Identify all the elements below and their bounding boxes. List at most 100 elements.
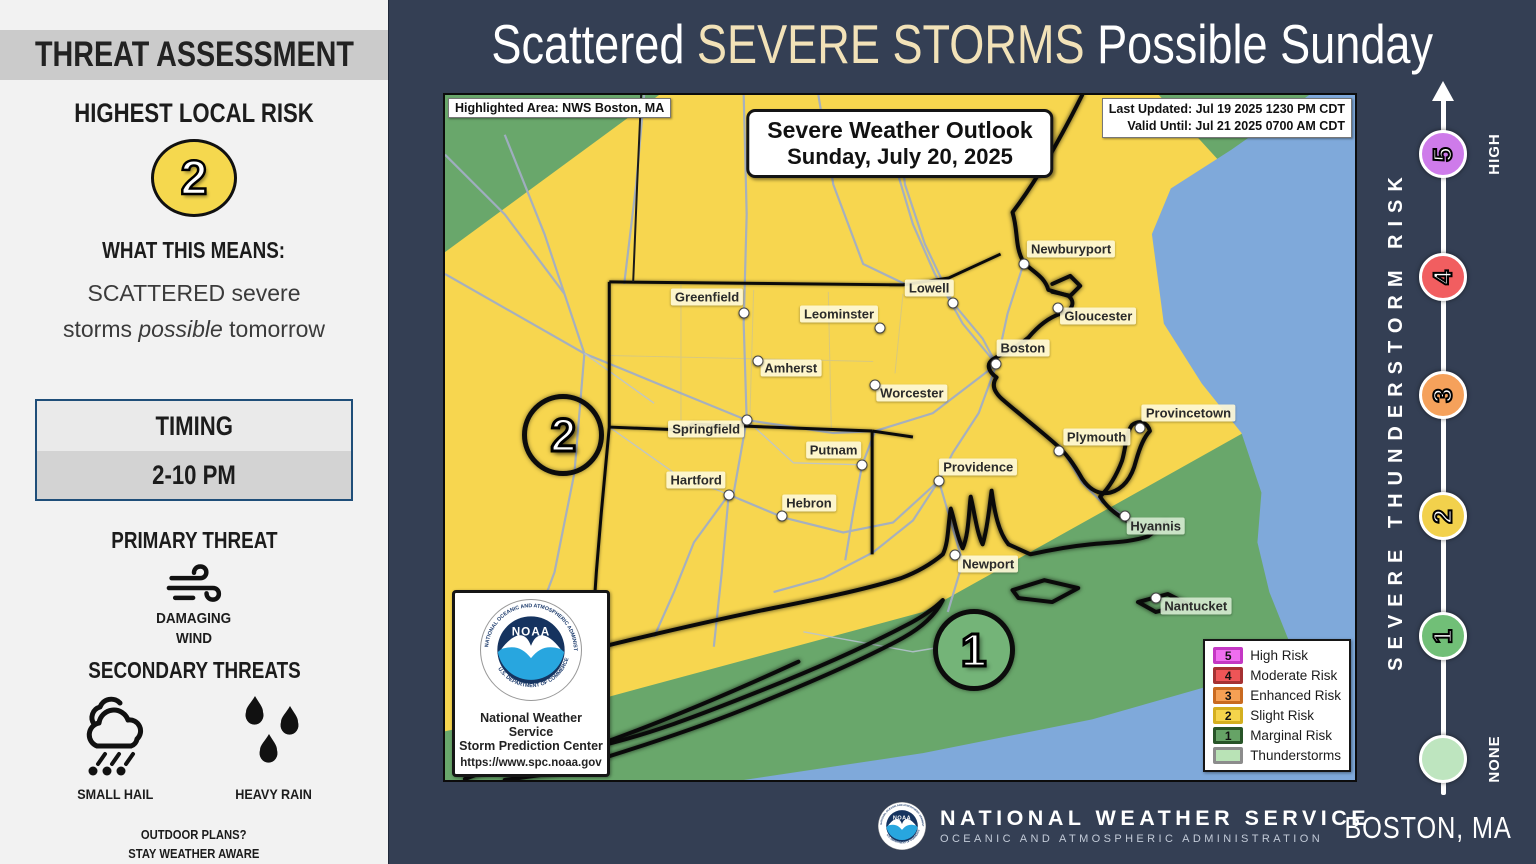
legend-swatch <box>1213 747 1244 764</box>
risk-scale-sidebar: SEVERE THUNDERSTORM RISK 5 HIGH 4 3 2 1 NONE <box>1356 81 1536 815</box>
heavy-rain-label: HEAVY RAIN <box>234 786 312 803</box>
secondary-threats-title: SECONDARY THREATS <box>87 657 301 684</box>
scale-level-value: 3 <box>1427 387 1459 403</box>
legend-swatch: 5 <box>1213 647 1244 664</box>
roads <box>445 95 1126 653</box>
city-dot <box>1052 302 1064 314</box>
outlook-title-box: Severe Weather Outlook Sunday, July 20, … <box>746 109 1054 178</box>
outlook-date: Sunday, July 20, 2025 <box>787 144 1013 169</box>
outlook-title: Severe Weather Outlook <box>767 117 1033 143</box>
legend-row: 3 Enhanced Risk <box>1213 687 1341 704</box>
scale-level-value: 1 <box>1427 628 1459 644</box>
city-label: Leominster <box>799 305 879 323</box>
primary-threat-title: PRIMARY THREAT <box>110 527 278 554</box>
scale-line <box>1440 99 1446 795</box>
city-label: Plymouth <box>1062 428 1131 446</box>
rain-drops-icon <box>245 696 299 764</box>
secondary-threat-rain: HEAVY RAIN <box>231 694 316 802</box>
risk-scale-title: SEVERE THUNDERSTORM RISK <box>1385 169 1407 671</box>
scale-level-none <box>1419 735 1467 783</box>
primary-threat-label: DAMAGING WIND <box>156 609 232 648</box>
city-dot <box>1018 258 1030 270</box>
what-this-means-text: SCATTERED severe storms possible tomorro… <box>62 279 326 342</box>
city-dot <box>723 489 735 501</box>
timing-value: 2-10 PM <box>37 451 351 500</box>
legend-label: Thunderstorms <box>1250 748 1341 763</box>
highest-local-risk-title: HIGHEST LOCAL RISK <box>74 98 314 129</box>
footer-org-name: NATIONAL WEATHER SERVICE <box>940 806 1371 830</box>
city-label: Greenfield <box>670 288 744 306</box>
title-highlight: SEVERE STORMS <box>696 13 1085 75</box>
map-risk-marker-2: 2 <box>522 393 605 476</box>
what-this-means-title: WHAT THIS MEANS: <box>102 236 286 263</box>
marginal-risk-area-se <box>445 430 1332 780</box>
panel-header: THREAT ASSESSMENT <box>0 30 388 81</box>
city-label: Newburyport <box>1026 240 1116 258</box>
city-dot <box>752 355 764 367</box>
city-dot <box>776 510 788 522</box>
update-validity-label: Last Updated: Jul 19 2025 1230 PM CDT Va… <box>1101 98 1352 138</box>
city-dot <box>741 414 753 426</box>
legend-swatch: 3 <box>1213 687 1244 704</box>
legend-swatch: 1 <box>1213 727 1244 744</box>
city-dot <box>869 379 881 391</box>
wind-icon <box>166 564 222 603</box>
local-risk-value: 2 <box>179 150 208 206</box>
city-label: Boston <box>996 339 1050 357</box>
scale-arrow-icon <box>1432 81 1454 101</box>
city-label: Amherst <box>760 359 822 377</box>
city-label: Worcester <box>876 384 948 402</box>
city-label: Providence <box>939 458 1018 476</box>
city-label: Hyannis <box>1126 517 1185 535</box>
legend-label: Marginal Risk <box>1250 728 1332 743</box>
city-label: Hebron <box>782 494 836 512</box>
noaa-attribution-box: National Weather Service Storm Predictio… <box>452 590 610 777</box>
highlighted-area-label: Highlighted Area: NWS Boston, MA <box>448 98 672 118</box>
map-risk-marker-1: 1 <box>932 608 1015 691</box>
valid-until-text: Valid Until: Jul 21 2025 0700 AM CDT <box>1127 118 1345 133</box>
secondary-threats-row: SMALL HAIL HEAVY RAIN <box>0 694 388 802</box>
footer-org-sub: OCEANIC AND ATMOSPHERIC ADMINISTRATION <box>940 833 1324 845</box>
city-label: Lowell <box>904 279 954 297</box>
last-updated-text: Last Updated: Jul 19 2025 1230 PM CDT <box>1108 102 1345 116</box>
city-label: Nantucket <box>1160 597 1232 615</box>
city-label: Hartford <box>666 471 726 489</box>
city-dot <box>949 549 961 561</box>
page-title: Scattered SEVERE STORMS Possible Sunday <box>388 12 1536 76</box>
scale-level-1: 1 <box>1419 612 1467 660</box>
legend-row: 5 High Risk <box>1213 647 1341 664</box>
legend-row: 1 Marginal Risk <box>1213 727 1341 744</box>
risk-legend: 5 High Risk 4 Moderate Risk 3 Enhanced Risk 2 S… <box>1203 639 1351 772</box>
scale-level-3: 3 <box>1419 371 1467 419</box>
city-dot <box>1053 445 1065 457</box>
scale-level-4: 4 <box>1419 253 1467 301</box>
county-lines <box>609 284 904 430</box>
city-dot <box>1150 592 1162 604</box>
footer-location: BOSTON, MA <box>1344 810 1512 845</box>
hail-cloud-icon <box>87 697 144 776</box>
legend-label: Moderate Risk <box>1250 668 1338 683</box>
spc-url: https://www.spc.noaa.gov <box>460 757 602 769</box>
city-dot <box>1134 422 1146 434</box>
legend-row: 2 Slight Risk <box>1213 707 1341 724</box>
title-part2: Possible Sunday <box>1084 13 1434 75</box>
legend-swatch: 4 <box>1213 667 1244 684</box>
legend-row: Thunderstorms <box>1213 747 1341 764</box>
city-dot <box>1119 510 1131 522</box>
city-dot <box>874 322 886 334</box>
map-risk-marker-value: 1 <box>959 622 988 677</box>
scale-level-2: 2 <box>1419 492 1467 540</box>
secondary-threat-hail: SMALL HAIL <box>72 694 158 802</box>
threat-assessment-panel: THREAT ASSESSMENT HIGHEST LOCAL RISK 2 W… <box>0 0 389 864</box>
city-dot <box>933 475 945 487</box>
panel-header-label: THREAT ASSESSMENT <box>34 35 354 75</box>
city-label: Gloucester <box>1060 307 1137 325</box>
noaa-seal-logo <box>480 599 582 701</box>
scale-side-label-none: NONE <box>1486 735 1503 783</box>
city-label: Putnam <box>805 441 862 459</box>
ocean <box>743 95 1355 780</box>
city-dot <box>738 307 750 319</box>
severe-weather-outlook-map: Highlighted Area: NWS Boston, MA Last Up… <box>443 93 1357 782</box>
footer-branding: NATIONAL WEATHER SERVICE OCEANIC AND ATM… <box>940 806 1370 845</box>
